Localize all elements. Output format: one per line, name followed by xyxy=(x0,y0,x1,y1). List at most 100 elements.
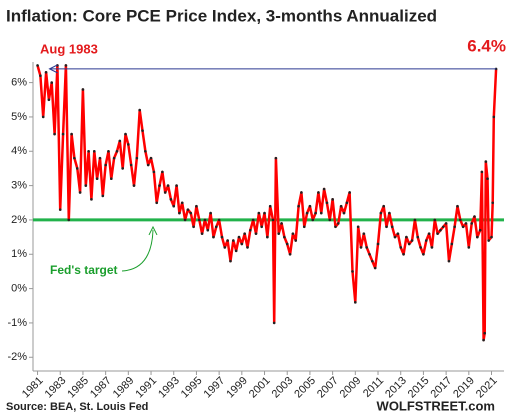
data-point xyxy=(402,252,405,256)
data-point xyxy=(53,132,56,136)
data-point xyxy=(127,143,130,146)
data-point xyxy=(146,163,150,167)
data-point xyxy=(197,218,201,222)
data-point xyxy=(229,259,232,263)
data-point xyxy=(206,228,210,232)
data-point xyxy=(70,132,73,136)
y-tick-label: 2% xyxy=(11,214,27,226)
data-point xyxy=(240,242,244,246)
data-point xyxy=(226,239,229,242)
data-point xyxy=(302,225,306,229)
data-point xyxy=(203,218,207,222)
data-point xyxy=(144,149,147,153)
arrow-head xyxy=(48,64,58,74)
data-point xyxy=(272,321,276,325)
y-tick-label: 1% xyxy=(11,248,27,260)
data-point xyxy=(149,156,153,160)
data-point xyxy=(175,184,178,187)
data-point xyxy=(331,198,334,201)
x-tick-label: 2017 xyxy=(428,375,454,401)
data-point xyxy=(141,129,144,132)
data-point xyxy=(308,204,312,208)
x-tick-label: 2003 xyxy=(270,375,296,401)
data-point xyxy=(81,88,85,91)
data-point xyxy=(73,156,76,160)
data-point xyxy=(342,211,346,215)
data-point xyxy=(461,225,465,229)
data-point xyxy=(64,64,68,67)
y-tick-label: -2% xyxy=(7,351,27,363)
data-point xyxy=(444,222,448,225)
data-point xyxy=(249,228,252,232)
data-point xyxy=(186,208,190,211)
data-point xyxy=(200,232,204,235)
data-point xyxy=(422,252,425,256)
data-point xyxy=(413,218,417,222)
data-point xyxy=(356,225,360,229)
x-tick-label: 2007 xyxy=(315,375,341,401)
data-point xyxy=(416,235,420,239)
annotation: Aug 1983 xyxy=(40,41,98,56)
data-point xyxy=(217,218,221,222)
data-point xyxy=(424,239,428,242)
x-tick-label: 1991 xyxy=(133,375,159,401)
y-tick-label: -1% xyxy=(7,317,27,329)
data-point xyxy=(433,218,437,222)
x-tick-label: 2011 xyxy=(361,375,386,400)
data-point xyxy=(280,222,283,225)
data-point xyxy=(482,338,485,342)
data-point xyxy=(486,177,489,181)
data-point xyxy=(61,132,65,136)
data-point xyxy=(41,115,45,119)
data-point xyxy=(314,211,317,215)
data-point xyxy=(251,218,255,222)
data-point xyxy=(121,167,124,170)
y-tick-label: 4% xyxy=(11,145,27,157)
data-point xyxy=(456,204,459,208)
x-tick-label: 1999 xyxy=(224,375,250,401)
data-point xyxy=(274,156,278,160)
data-point xyxy=(467,246,471,249)
data-point xyxy=(405,235,408,239)
x-tick-label: 2001 xyxy=(247,375,273,401)
data-point xyxy=(39,74,42,78)
data-point xyxy=(297,204,300,208)
data-point xyxy=(294,239,298,242)
data-point xyxy=(90,198,93,201)
data-point xyxy=(112,156,116,160)
data-point xyxy=(476,235,479,239)
data-point xyxy=(209,211,212,215)
data-point xyxy=(470,222,473,225)
x-tick-label: 1997 xyxy=(202,375,228,401)
data-point xyxy=(325,201,329,205)
data-point xyxy=(183,218,187,222)
data-point xyxy=(180,201,184,205)
data-point xyxy=(379,211,383,215)
data-point xyxy=(390,225,394,229)
data-point xyxy=(336,222,340,225)
x-tick-label: 1995 xyxy=(179,375,205,401)
data-point xyxy=(138,108,141,112)
data-point xyxy=(95,177,99,181)
data-point xyxy=(368,252,371,256)
data-point xyxy=(382,204,385,208)
data-point xyxy=(44,71,48,74)
data-point xyxy=(300,191,303,194)
data-point xyxy=(47,98,51,102)
x-tick-label: 2005 xyxy=(292,375,318,401)
data-point xyxy=(311,218,315,222)
data-point xyxy=(263,211,266,215)
data-point xyxy=(192,225,195,229)
data-point xyxy=(396,232,400,235)
x-tick-label: 1989 xyxy=(111,375,137,401)
data-point xyxy=(319,211,323,215)
data-point xyxy=(246,246,249,249)
data-point xyxy=(172,204,176,208)
data-point xyxy=(376,242,380,246)
data-point xyxy=(257,211,261,215)
data-point xyxy=(266,235,269,239)
data-point xyxy=(214,225,218,229)
data-point xyxy=(132,184,136,187)
data-point xyxy=(223,246,227,249)
